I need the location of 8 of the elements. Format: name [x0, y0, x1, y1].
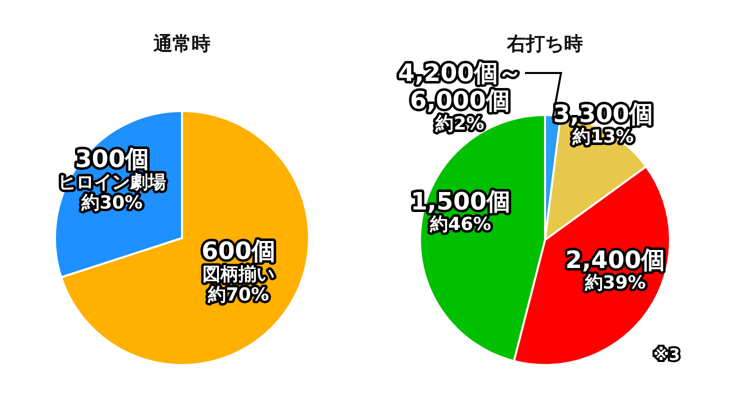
data-label: 約39%: [584, 272, 646, 294]
data-label: 約70%: [206, 284, 270, 306]
data-label: 約30%: [80, 192, 143, 214]
slice-label: 600個図柄揃い: [201, 237, 276, 285]
text: ※3: [653, 345, 680, 364]
slice-label: 2,400個: [565, 246, 666, 274]
chart-title: 通常時: [152, 33, 210, 55]
chart-title: 右打ち時: [506, 33, 583, 55]
